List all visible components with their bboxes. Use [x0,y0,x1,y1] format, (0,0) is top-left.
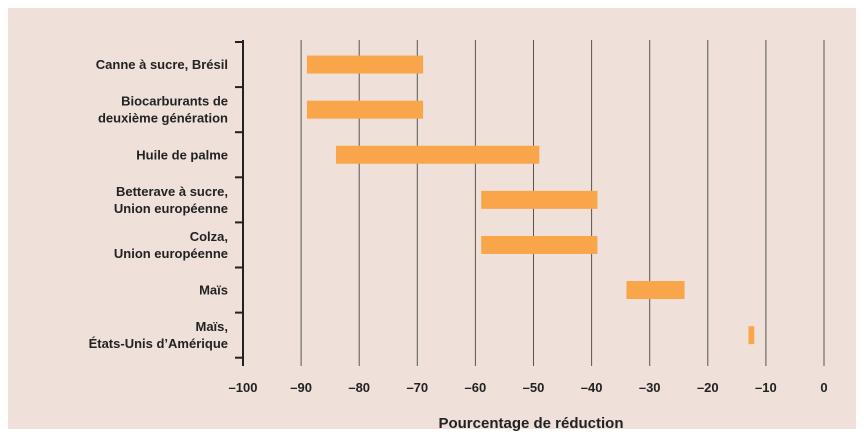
category-label: deuxième génération [98,111,228,126]
x-axis-title: Pourcentage de réduction [438,415,623,432]
range-bar [481,190,598,209]
x-tick-label: –100 [229,380,258,395]
category-label: Maïs, [195,319,228,334]
x-tick-label: –80 [348,380,370,395]
category-labels: Canne à sucre, Brésil Biocarburants de deu… [89,57,228,351]
category-label: Colza, [190,229,228,244]
category-label: Union européenne [114,246,228,261]
bars [306,55,755,345]
category-label: États-Unis d’Amérique [89,336,228,351]
range-bar [306,55,424,74]
x-tick-label: 0 [820,380,827,395]
range-bar [335,145,540,164]
x-tick-label: –40 [581,380,603,395]
x-tick-label: –70 [406,380,428,395]
x-tick-label: –60 [465,380,487,395]
range-bar [306,100,424,119]
category-label: Union européenne [114,201,228,216]
category-label: Huile de palme [136,147,228,162]
category-label: Biocarburants de [121,94,228,109]
category-axis [235,40,244,366]
range-bar [626,281,685,300]
x-tick-label: –10 [755,380,777,395]
chart-panel [8,8,856,429]
x-tick-labels: –100 –90 –80 –70 –60 –50 –40 –30 –20 –10 0 [229,380,828,395]
x-tick-label: –20 [697,380,719,395]
category-label: Canne à sucre, Brésil [96,57,228,72]
range-bar [481,235,598,254]
category-label: Maïs [199,283,228,298]
x-tick-label: –90 [290,380,312,395]
range-bar [748,326,755,345]
x-tick-label: –50 [523,380,545,395]
x-tick-label: –30 [639,380,661,395]
category-label: Betterave à sucre, [116,184,228,199]
